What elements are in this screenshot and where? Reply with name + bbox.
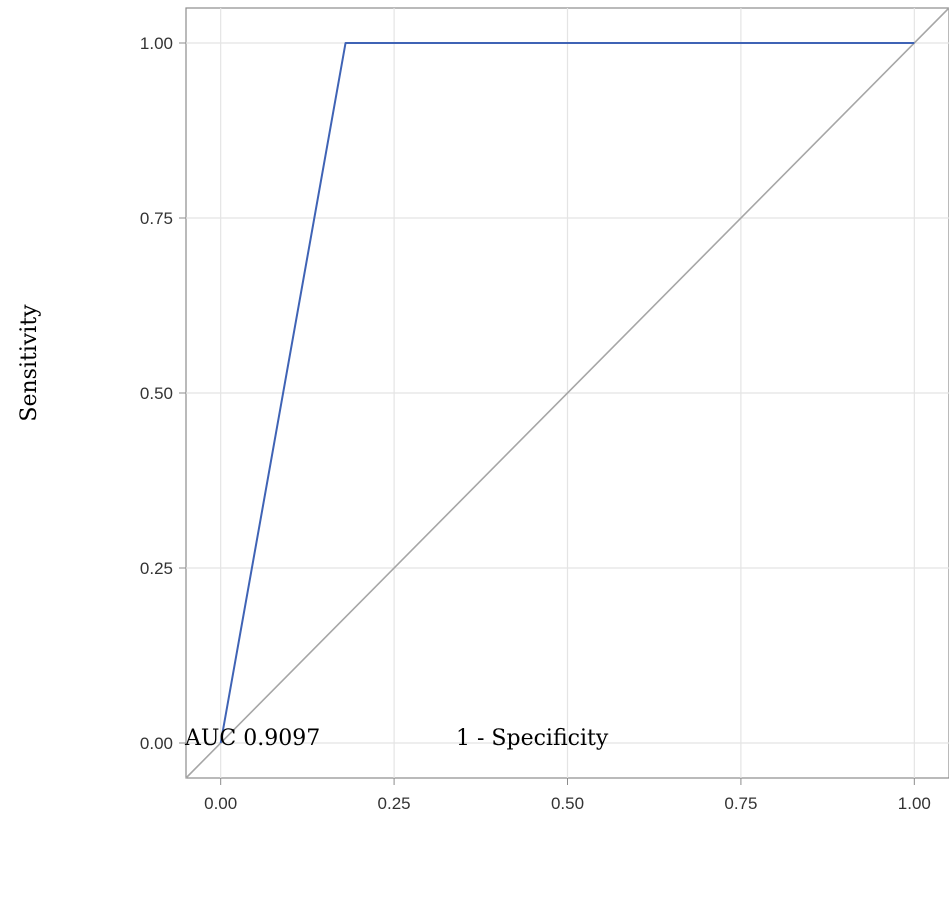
x-tick-label: 1.00 (898, 794, 931, 813)
x-axis-label: 1 - Specificity (456, 726, 609, 751)
series-layer (185, 7, 949, 779)
roc-curve-line (219, 42, 915, 744)
reference-diagonal-line (185, 7, 949, 779)
y-axis-label: Sensitivity (17, 304, 42, 422)
x-axis: 0.00 0.25 0.50 0.75 1.00 (204, 778, 931, 813)
x-tick-label: 0.00 (204, 794, 237, 813)
x-tick-label: 0.75 (724, 794, 757, 813)
x-tick-label: 0.25 (378, 794, 411, 813)
y-tick-label: 0.00 (140, 734, 173, 753)
y-tick-label: 1.00 (140, 34, 173, 53)
y-tick-label: 0.50 (140, 384, 173, 403)
y-tick-label: 0.25 (140, 559, 173, 578)
y-tick-label: 0.75 (140, 209, 173, 228)
y-axis: 0.00 0.25 0.50 0.75 1.00 (140, 34, 186, 753)
auc-annotation: AUC 0.9097 (185, 726, 321, 751)
x-tick-label: 0.50 (551, 794, 584, 813)
